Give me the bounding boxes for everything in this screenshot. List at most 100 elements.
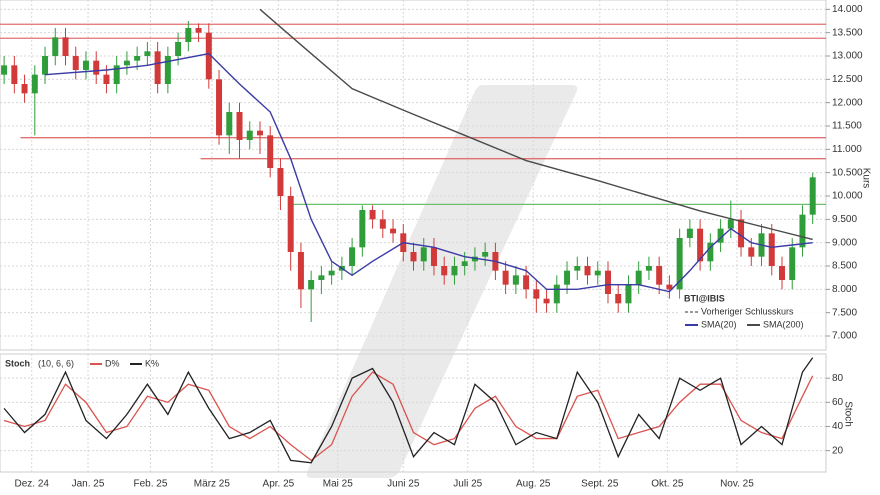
candle-body bbox=[226, 112, 233, 136]
x-tick-label: Apr. 25 bbox=[263, 479, 295, 490]
candle-body bbox=[297, 252, 304, 290]
oscillator-line bbox=[3, 357, 814, 464]
candle-body bbox=[430, 247, 437, 266]
candle-body bbox=[543, 298, 550, 304]
y-tick-label: 7.500 bbox=[832, 307, 857, 318]
y-tick-label: 14.000 bbox=[832, 4, 863, 15]
candle-body bbox=[52, 37, 59, 56]
candle-body bbox=[359, 210, 366, 248]
candle-body bbox=[164, 56, 171, 84]
y-tick-label: 20 bbox=[832, 445, 844, 456]
y-tick-label: 12.000 bbox=[832, 97, 863, 108]
candle-body bbox=[267, 135, 274, 168]
oscillator-line bbox=[3, 371, 814, 462]
candle-body bbox=[727, 219, 734, 229]
legend-label: K% bbox=[145, 358, 159, 368]
candle-body bbox=[553, 284, 560, 304]
x-tick-label: Nov. 25 bbox=[720, 479, 754, 490]
y-axis-label: Stoch bbox=[842, 401, 853, 427]
panel-subtitle: (10, 6, 6) bbox=[38, 358, 74, 368]
y-tick-label: 10.000 bbox=[832, 191, 863, 202]
candle-body bbox=[308, 280, 315, 290]
x-tick-label: Juli 25 bbox=[453, 479, 482, 490]
candle-body bbox=[523, 275, 530, 290]
legend-title: BTI@IBIS bbox=[684, 293, 725, 303]
candle-body bbox=[410, 252, 417, 262]
candle-body bbox=[809, 177, 816, 215]
candle-body bbox=[287, 196, 294, 252]
y-tick-label: 9.000 bbox=[832, 237, 857, 248]
candle-body bbox=[533, 289, 540, 299]
candle-body bbox=[615, 294, 622, 304]
candle-body bbox=[113, 65, 120, 84]
candle-body bbox=[799, 214, 806, 248]
candle-body bbox=[246, 130, 253, 140]
x-tick-label: Sept. 25 bbox=[581, 479, 619, 490]
candle-body bbox=[42, 56, 49, 75]
candle-body bbox=[205, 32, 212, 80]
candle-body bbox=[103, 74, 110, 84]
moving-average bbox=[44, 52, 813, 293]
candle-body bbox=[686, 228, 693, 238]
y-axis-label: Kurs bbox=[860, 168, 871, 189]
candle-body bbox=[123, 60, 130, 66]
candle-body bbox=[93, 60, 100, 75]
moving-average bbox=[259, 8, 813, 241]
candle-body bbox=[62, 37, 69, 56]
candle-body bbox=[584, 266, 591, 276]
x-tick-label: Okt. 25 bbox=[651, 479, 684, 490]
x-tick-label: Juni 25 bbox=[387, 479, 420, 490]
panel-title: Stoch bbox=[5, 358, 30, 368]
candle-body bbox=[707, 242, 714, 262]
legend-label: SMA(20) bbox=[701, 319, 737, 329]
legend-label: SMA(200) bbox=[763, 319, 804, 329]
x-tick-label: Mai 25 bbox=[323, 479, 353, 490]
legend: BTI@IBIS Vorheriger Schlusskurs SMA(20) … bbox=[680, 291, 825, 335]
candle-body bbox=[175, 42, 182, 56]
candle-body bbox=[717, 228, 724, 243]
y-tick-label: 8.500 bbox=[832, 261, 857, 272]
candle-body bbox=[768, 233, 775, 266]
y-tick-label: 7.000 bbox=[832, 331, 857, 342]
candle-body bbox=[778, 266, 785, 280]
candle-body bbox=[512, 275, 519, 285]
candle-body bbox=[789, 247, 796, 280]
candle-body bbox=[11, 65, 18, 84]
candle-body bbox=[349, 247, 356, 266]
candle-body bbox=[72, 56, 79, 70]
candle-body bbox=[318, 275, 325, 280]
candle-body bbox=[144, 51, 151, 56]
stoch-header: Stoch (10, 6, 6) D% K% bbox=[5, 358, 159, 368]
candle-body bbox=[594, 270, 601, 276]
candle-body bbox=[154, 51, 161, 84]
y-tick-label: 10.500 bbox=[832, 167, 863, 178]
candle-body bbox=[676, 238, 683, 290]
candle-body bbox=[379, 219, 386, 229]
candle-body bbox=[625, 284, 632, 304]
candle-body bbox=[277, 168, 284, 196]
legend-label: Vorheriger Schlusskurs bbox=[701, 306, 794, 316]
candle-body bbox=[471, 256, 478, 262]
candle-body bbox=[574, 266, 581, 271]
candle-body bbox=[451, 266, 458, 276]
candle-body bbox=[666, 284, 673, 290]
candle-body bbox=[482, 252, 489, 257]
x-tick-label: Feb. 25 bbox=[134, 479, 168, 490]
y-tick-label: 40 bbox=[832, 421, 844, 432]
candle-body bbox=[604, 270, 611, 294]
candle-body bbox=[748, 247, 755, 257]
x-tick-label: Aug. 25 bbox=[516, 479, 551, 490]
watermark bbox=[306, 85, 578, 478]
candle-body bbox=[697, 228, 704, 262]
candle-body bbox=[656, 266, 663, 285]
y-tick-label: 8.000 bbox=[832, 284, 857, 295]
candle-body bbox=[461, 261, 468, 266]
candle-body bbox=[564, 270, 571, 285]
candle-body bbox=[328, 270, 335, 276]
x-tick-label: Jan. 25 bbox=[72, 479, 105, 490]
y-tick-label: 11.000 bbox=[832, 144, 862, 155]
candle-body bbox=[236, 112, 243, 140]
candle-body bbox=[21, 84, 28, 94]
candle-body bbox=[1, 65, 8, 75]
